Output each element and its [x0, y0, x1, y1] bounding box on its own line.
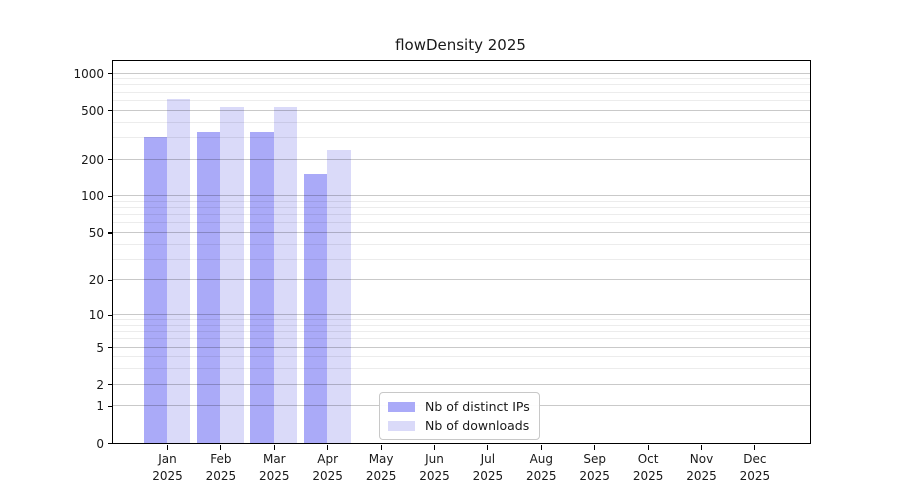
- grid-line-major: [113, 109, 810, 111]
- x-tick-label-dec-2025: Dec 2025: [739, 452, 771, 483]
- bar-nb-of-downloads-jan-2025: [167, 98, 191, 443]
- x-tick-mark-mar-2025: [273, 445, 275, 450]
- bar-nb-of-distinct-ips-feb-2025: [197, 131, 221, 443]
- grid-line-minor: [113, 214, 810, 216]
- legend-label-nb-of-downloads: Nb of downloads: [425, 418, 530, 433]
- legend-item: Nb of downloads: [388, 418, 530, 433]
- y-tick-mark-100: [107, 195, 112, 198]
- bar-nb-of-downloads-mar-2025: [273, 106, 298, 443]
- legend-label-nb-of-distinct-ips: Nb of distinct IPs: [425, 399, 530, 414]
- x-tick-label-mar-2025: Mar 2025: [259, 452, 290, 483]
- x-tick-label-aug-2025: Aug 2025: [526, 452, 557, 483]
- grid-line-minor: [113, 243, 810, 245]
- grid-line-minor: [113, 99, 810, 101]
- grid-line-major: [113, 346, 810, 348]
- y-tick-mark-20: [107, 279, 112, 282]
- grid-line-major: [113, 158, 810, 160]
- grid-line-minor: [113, 356, 810, 358]
- y-tick-mark-5: [107, 347, 112, 349]
- bar-nb-of-distinct-ips-apr-2025: [303, 174, 328, 443]
- grid-line-major: [113, 72, 810, 74]
- grid-line-major: [113, 383, 810, 385]
- grid-line-minor: [113, 324, 810, 326]
- y-tick-label-100: 100: [81, 189, 104, 204]
- grid-line-minor: [113, 121, 810, 123]
- x-tick-mark-aug-2025: [540, 445, 542, 450]
- y-tick-mark-0: [107, 443, 112, 445]
- grid-line-minor: [113, 200, 810, 202]
- grid-line-major: [113, 279, 810, 281]
- x-tick-mark-dec-2025: [754, 445, 756, 450]
- x-tick-mark-apr-2025: [327, 445, 329, 450]
- bar-nb-of-distinct-ips-jan-2025: [143, 136, 167, 443]
- plot-area: [112, 60, 811, 444]
- legend-swatch-nb-of-downloads: [388, 420, 415, 431]
- grid-line-minor: [113, 338, 810, 340]
- x-tick-label-may-2025: May 2025: [365, 452, 397, 483]
- bar-nb-of-downloads-feb-2025: [220, 106, 244, 443]
- x-tick-mark-nov-2025: [700, 445, 703, 450]
- grid-line-minor: [113, 91, 810, 93]
- x-tick-label-jan-2025: Jan 2025: [152, 452, 183, 483]
- y-tick-mark-1000: [107, 73, 112, 75]
- x-tick-label-apr-2025: Apr 2025: [312, 452, 343, 483]
- grid-line-minor: [113, 222, 810, 224]
- x-tick-label-sep-2025: Sep 2025: [579, 452, 610, 483]
- bar-nb-of-distinct-ips-mar-2025: [250, 131, 274, 443]
- x-tick-mark-jan-2025: [166, 445, 169, 450]
- x-tick-label-jul-2025: Jul 2025: [472, 452, 504, 483]
- y-tick-label-500: 500: [81, 103, 104, 118]
- y-tick-label-1: 1: [96, 399, 104, 414]
- bar-nb-of-downloads-apr-2025: [327, 150, 351, 443]
- grid-line-minor: [113, 136, 810, 138]
- x-tick-mark-jul-2025: [487, 445, 489, 450]
- x-tick-mark-feb-2025: [220, 445, 222, 450]
- legend-item: Nb of distinct IPs: [388, 399, 530, 414]
- grid-line-minor: [113, 207, 810, 209]
- x-tick-label-nov-2025: Nov 2025: [686, 452, 717, 483]
- x-tick-mark-sep-2025: [594, 445, 596, 450]
- y-tick-label-200: 200: [81, 152, 104, 167]
- y-tick-label-20: 20: [88, 273, 104, 288]
- y-tick-label-2: 2: [96, 377, 104, 392]
- y-tick-mark-50: [107, 232, 112, 234]
- grid-line-minor: [113, 78, 810, 80]
- grid-line-minor: [113, 319, 810, 321]
- x-tick-mark-jun-2025: [433, 445, 436, 450]
- grid-line-minor: [113, 84, 810, 86]
- chart-title: flowDensity 2025: [395, 36, 526, 54]
- grid-line-minor: [113, 368, 810, 370]
- grid-line-minor: [113, 331, 810, 333]
- grid-line-major: [113, 231, 810, 233]
- y-tick-label-0: 0: [96, 436, 104, 451]
- x-tick-label-oct-2025: Oct 2025: [632, 452, 664, 483]
- y-tick-mark-1: [107, 405, 112, 408]
- x-tick-mark-oct-2025: [647, 445, 649, 450]
- legend-swatch-nb-of-distinct-ips: [388, 401, 415, 412]
- y-tick-label-1000: 1000: [73, 66, 104, 81]
- y-tick-label-50: 50: [88, 225, 104, 240]
- y-tick-mark-500: [107, 110, 112, 112]
- x-tick-label-jun-2025: Jun 2025: [419, 452, 450, 483]
- legend: Nb of distinct IPs Nb of downloads: [379, 392, 540, 440]
- grid-line-major: [113, 195, 810, 197]
- y-tick-label-10: 10: [88, 308, 104, 323]
- y-tick-label-5: 5: [96, 340, 104, 355]
- y-tick-mark-200: [107, 159, 112, 161]
- x-tick-mark-may-2025: [380, 445, 382, 450]
- x-tick-label-feb-2025: Feb 2025: [205, 452, 237, 483]
- grid-line-major: [113, 314, 810, 316]
- y-tick-mark-2: [107, 384, 112, 386]
- grid-line-minor: [113, 258, 810, 260]
- y-tick-mark-10: [107, 314, 112, 316]
